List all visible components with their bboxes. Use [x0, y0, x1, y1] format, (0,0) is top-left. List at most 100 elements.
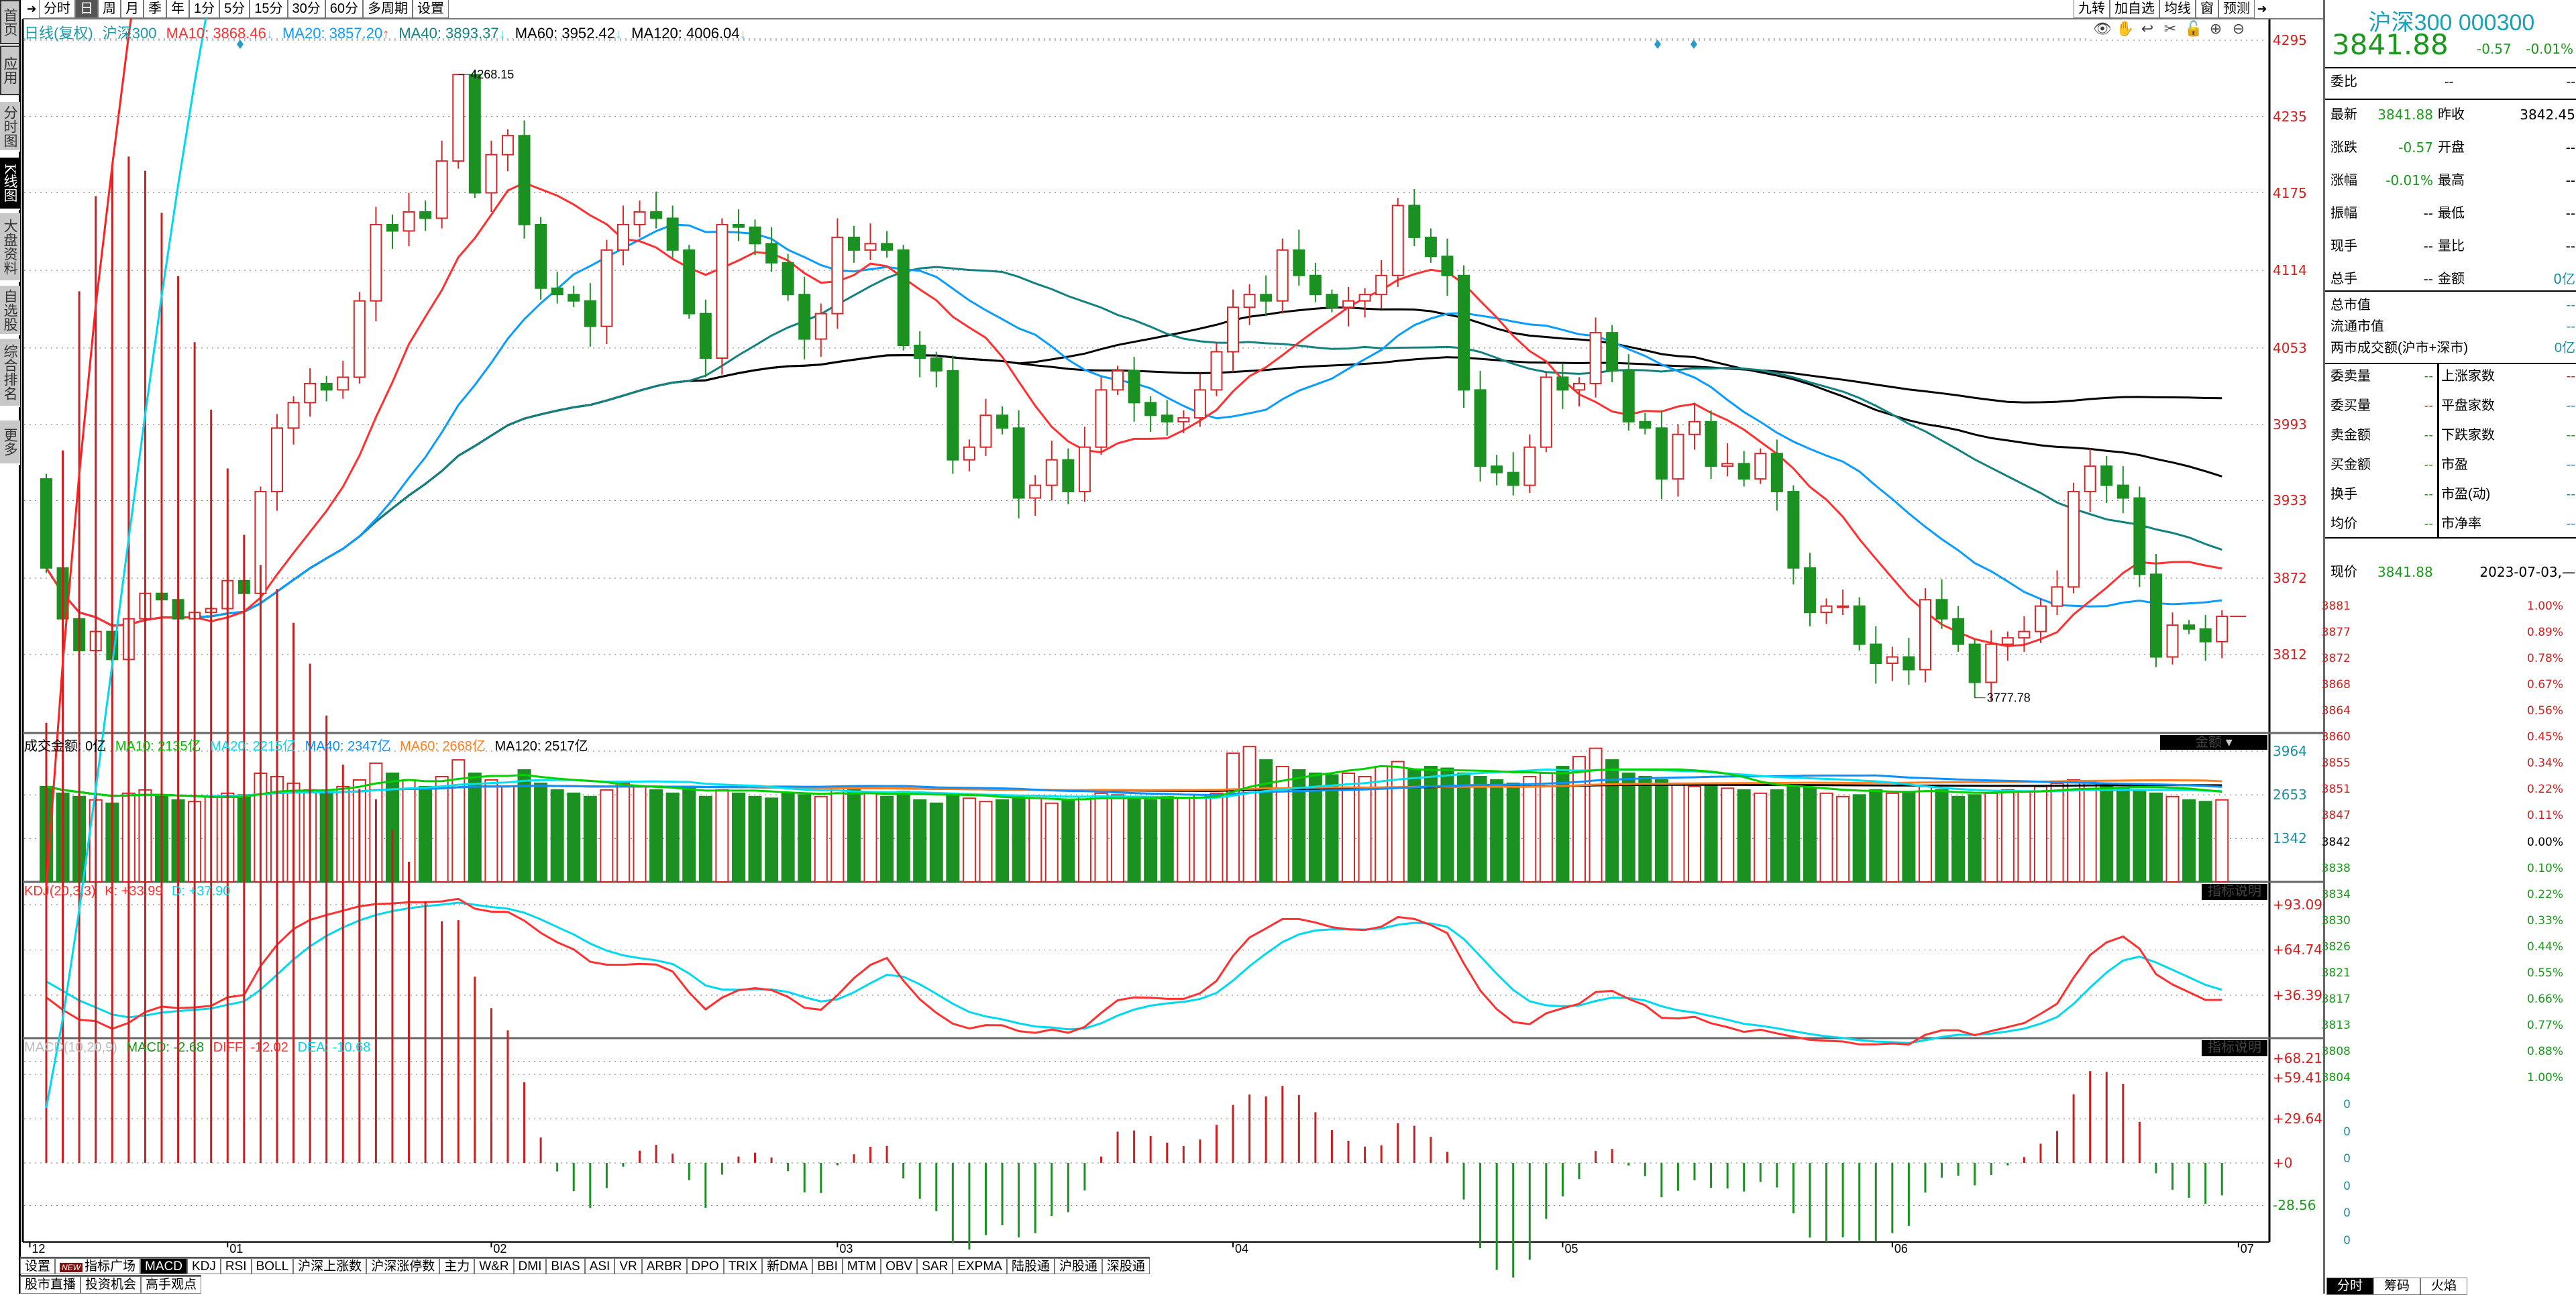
volume-bar [830, 785, 845, 883]
news-tab[interactable]: 高手观点 [141, 1276, 202, 1294]
ma40-line [45, 266, 2222, 627]
book-value: -- [2566, 516, 2575, 531]
sidebar-item-apps[interactable]: 应用 [0, 46, 20, 95]
indicator-tab[interactable]: VR [614, 1258, 642, 1274]
indicator-tab[interactable]: SAR [917, 1258, 953, 1274]
indicator-tab[interactable]: OBV [881, 1258, 918, 1274]
indicator-tab[interactable]: 沪股通 [1054, 1258, 1102, 1274]
candle-up [1688, 420, 1701, 435]
book-value: -- [2566, 398, 2575, 413]
period-tab[interactable]: 周 [98, 0, 121, 18]
tab-label: 主力 [444, 1259, 470, 1274]
indicator-tab[interactable]: 深股通 [1102, 1258, 1150, 1274]
book-value: -- [2424, 487, 2433, 502]
volume-bar [1473, 775, 1487, 883]
indicator-tab[interactable]: 设置 [20, 1258, 56, 1274]
sidebar-item-timeshare[interactable]: 分时图 [0, 102, 20, 152]
lock-icon[interactable]: 🔓 [2184, 20, 2202, 37]
indicator-tab[interactable]: MTM [842, 1258, 881, 1274]
eye-icon[interactable]: 👁 [2093, 20, 2110, 37]
sidebar-item-kline[interactable]: K线图 [0, 158, 20, 210]
period-tab[interactable]: 30分 [287, 0, 325, 18]
intraday-tab[interactable]: 火焰 [2420, 1278, 2467, 1295]
toolbar-button[interactable]: 均线 [2159, 0, 2196, 18]
intraday-price-label: 3842 [2321, 835, 2351, 849]
indicator-tab[interactable]: 沪深上涨数 [293, 1258, 367, 1274]
indicator-tab[interactable]: NEW 指标广场 [55, 1258, 141, 1274]
zoom-out-icon[interactable]: ⊖ [2232, 20, 2245, 37]
period-tab[interactable]: 15分 [250, 0, 288, 18]
intraday-tab[interactable]: 筹码 [2373, 1278, 2420, 1295]
indicator-tab[interactable]: ASI [584, 1258, 615, 1274]
sidebar-item-market-info[interactable]: 大盘资料 [0, 213, 20, 282]
period-tab[interactable]: 年 [166, 0, 189, 18]
indicator-tab[interactable]: ARBR [641, 1258, 687, 1274]
indicator-tab[interactable]: BIAS [546, 1258, 585, 1274]
candle-up [1391, 205, 1404, 276]
quote-value: -0.57 [2398, 139, 2433, 156]
toolbar-button[interactable]: 预测 [2218, 0, 2255, 18]
scissors-icon[interactable]: ✂ [2163, 20, 2177, 37]
candle-down [699, 313, 712, 359]
period-tab[interactable]: 季 [144, 0, 166, 18]
indicator-tab[interactable]: DMI [513, 1258, 547, 1274]
indicator-tab[interactable]: 新DMA [761, 1258, 813, 1274]
intraday-tab[interactable]: 分时 [2326, 1278, 2373, 1295]
period-tab[interactable]: 日 [75, 0, 98, 18]
tab-label: W&R [479, 1259, 509, 1274]
indicator-tab[interactable]: 沪深涨停数 [366, 1258, 440, 1274]
period-tab[interactable]: 分时 [39, 0, 75, 18]
volume-bar [649, 789, 663, 883]
indicator-tab[interactable]: BOLL [251, 1258, 294, 1274]
indicator-tab[interactable]: EXPMA [953, 1258, 1007, 1274]
period-tab[interactable]: 60分 [325, 0, 363, 18]
volume-bar [1968, 794, 1982, 883]
toolbar-button[interactable]: 加自选 [2110, 0, 2159, 18]
period-tab[interactable]: 5分 [219, 0, 250, 18]
sidebar-item-ranking[interactable]: 综合排名 [0, 339, 20, 407]
indicator-tab[interactable]: DPO [686, 1258, 724, 1274]
period-tab[interactable]: 1分 [189, 0, 220, 18]
book-value: -- [2566, 428, 2575, 443]
collapse-arrow-icon[interactable]: ➜ [26, 2, 37, 15]
hand-icon[interactable]: ✋ [2116, 20, 2133, 37]
candle-down [386, 223, 398, 232]
macd-help-button[interactable]: 指标说明 [2202, 1040, 2267, 1056]
indicator-tab[interactable]: MACD [140, 1258, 187, 1274]
period-tab[interactable]: 设置 [413, 0, 449, 18]
market-label: 总市值 [2330, 298, 2371, 313]
news-tab[interactable]: 股市直播 [20, 1276, 81, 1294]
news-tab[interactable]: 投资机会 [80, 1276, 142, 1294]
candle-down [1902, 656, 1915, 671]
candle-down [1458, 274, 1470, 391]
volume-bar [1391, 761, 1405, 883]
sidebar-item-home[interactable]: 首页 [0, 0, 20, 44]
zoom-in-icon[interactable]: ⊕ [2209, 20, 2222, 37]
indicator-tab[interactable]: 陆股通 [1006, 1258, 1055, 1274]
volume-bar [1589, 747, 1603, 883]
indicator-tab[interactable]: 主力 [439, 1258, 475, 1274]
period-tab[interactable]: 月 [121, 0, 144, 18]
expand-arrow-icon[interactable]: ➜ [2257, 2, 2267, 15]
indicator-tab[interactable]: BBI [812, 1258, 843, 1274]
tab-label: BIAS [551, 1259, 580, 1274]
indicator-tab[interactable]: W&R [474, 1258, 514, 1274]
toolbar-button[interactable]: 窗 [2196, 0, 2218, 18]
sidebar-item-watchlist[interactable]: 自选股 [0, 286, 20, 335]
indicator-tab[interactable]: KDJ [186, 1258, 221, 1274]
candle-down [1309, 274, 1322, 296]
book-row: 换手 -- 市盈(动) -- [2330, 486, 2575, 503]
candle-up [485, 154, 498, 194]
quote-label: 涨幅 [2330, 173, 2357, 188]
intraday-price-label: 3804 [2321, 1071, 2351, 1084]
toolbar-button[interactable]: 九转 [2074, 0, 2110, 18]
indicator-tab[interactable]: RSI [220, 1258, 252, 1274]
sidebar-item-more[interactable]: 更多 [0, 420, 20, 465]
indicator-tab[interactable]: TRIX [723, 1258, 762, 1274]
period-tab[interactable]: 多周期 [363, 0, 413, 18]
divider [2325, 67, 2576, 68]
amount-dropdown[interactable]: 金额 ▾ [2160, 735, 2267, 750]
undo-icon[interactable]: ↩ [2141, 20, 2154, 37]
kdj-help-button[interactable]: 指标说明 [2202, 884, 2267, 900]
